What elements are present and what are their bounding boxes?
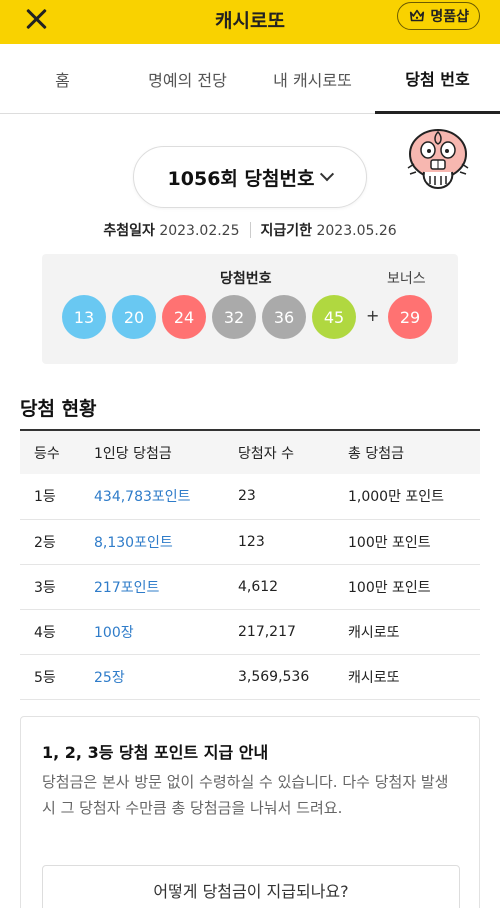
app-title: 캐시로또 (215, 10, 285, 32)
crown-icon (410, 9, 425, 22)
ball-6: 45 (312, 295, 356, 339)
header-winners: 당첨자 수 (224, 429, 334, 474)
rank-cell: 4등 (20, 609, 80, 655)
ball-1: 13 (62, 295, 106, 339)
prize-link[interactable]: 25장 (80, 654, 224, 700)
table-row: 5등 25장 3,569,536 캐시로또 (20, 654, 480, 700)
table-row: 3등 217포인트 4,612 100만 포인트 (20, 564, 480, 610)
ball-3: 24 (162, 295, 206, 339)
round-label: 1056회 당첨번호 (167, 167, 315, 190)
payout-notice: 1, 2, 3등 당첨 포인트 지급 안내 당첨금은 본사 방문 없이 수령하실… (20, 716, 480, 908)
ball-2: 20 (112, 295, 156, 339)
chevron-down-icon (320, 167, 335, 182)
rank-cell: 3등 (20, 564, 80, 610)
pay-date-label: 지급기한 (260, 223, 313, 239)
total-cell: 캐시로또 (334, 609, 480, 655)
table-row: 1등 434,783포인트 23 1,000만 포인트 (20, 474, 480, 520)
how-paid-button[interactable]: 어떻게 당첨금이 지급되나요? (42, 865, 460, 908)
tab-winning-numbers[interactable]: 당첨 번호 (375, 44, 500, 114)
tab-hall-of-fame[interactable]: 명예의 전당 (148, 71, 227, 90)
draw-dates: 추첨일자 2023.02.25 지급기한 2023.05.26 (0, 220, 500, 240)
ball-4: 32 (212, 295, 256, 339)
rank-cell: 1등 (20, 474, 80, 520)
round-selector[interactable]: 1056회 당첨번호 (133, 146, 367, 208)
winners-cell: 4,612 (224, 564, 334, 610)
shop-button[interactable]: 명품샵 (397, 2, 480, 30)
bonus-ball: 29 (388, 295, 432, 339)
total-cell: 100만 포인트 (334, 564, 480, 610)
shop-label: 명품샵 (430, 9, 469, 25)
tab-home[interactable]: 홈 (55, 71, 70, 90)
prize-link[interactable]: 217포인트 (80, 564, 224, 610)
winning-numbers-box: 당첨번호 보너스 13 20 24 32 36 45 + 29 (42, 254, 458, 364)
ball-5: 36 (262, 295, 306, 339)
winners-cell: 23 (224, 474, 334, 520)
total-cell: 1,000만 포인트 (334, 474, 480, 520)
prize-link[interactable]: 434,783포인트 (80, 474, 224, 520)
table-header-row: 등수 1인당 당첨금 당첨자 수 총 당첨금 (20, 429, 480, 474)
notice-title: 1, 2, 3등 당첨 포인트 지급 안내 (42, 743, 269, 762)
header-rank: 등수 (20, 429, 80, 474)
tab-my-cashlotto[interactable]: 내 캐시로또 (273, 71, 352, 90)
table-row: 4등 100장 217,217 캐시로또 (20, 609, 480, 655)
notice-body: 당첨금은 본사 방문 없이 수령하실 수 있습니다. 다수 당첨자 발생 시 그… (42, 773, 449, 817)
rank-cell: 2등 (20, 519, 80, 565)
rank-cell: 5등 (20, 654, 80, 700)
header-total: 총 당첨금 (334, 429, 480, 474)
table-row: 2등 8,130포인트 123 100만 포인트 (20, 519, 480, 565)
date-divider (249, 222, 251, 238)
prize-link[interactable]: 8,130포인트 (80, 519, 224, 565)
plus-sign: + (366, 306, 380, 325)
top-bar: 캐시로또 명품샵 (0, 0, 500, 44)
bonus-title: 보너스 (387, 271, 426, 287)
tab-bar: 홈 명예의 전당 내 캐시로또 당첨 번호 (0, 44, 500, 114)
draw-date-label: 추첨일자 (103, 223, 155, 239)
draw-date-value: 2023.02.25 (159, 223, 240, 239)
winners-cell: 123 (224, 519, 334, 565)
winning-numbers-title: 당첨번호 (220, 271, 272, 287)
prize-table: 등수 1인당 당첨금 당첨자 수 총 당첨금 1등 434,783포인트 23 … (20, 429, 480, 700)
status-title: 당첨 현황 (20, 398, 97, 420)
total-cell: 100만 포인트 (334, 519, 480, 565)
prize-link[interactable]: 100장 (80, 609, 224, 655)
total-cell: 캐시로또 (334, 654, 480, 700)
winners-cell: 3,569,536 (224, 654, 334, 700)
peach-mascot-icon (407, 129, 469, 190)
pay-date-value: 2023.05.26 (316, 223, 397, 239)
header-per-person: 1인당 당첨금 (80, 429, 224, 474)
winners-cell: 217,217 (224, 609, 334, 655)
